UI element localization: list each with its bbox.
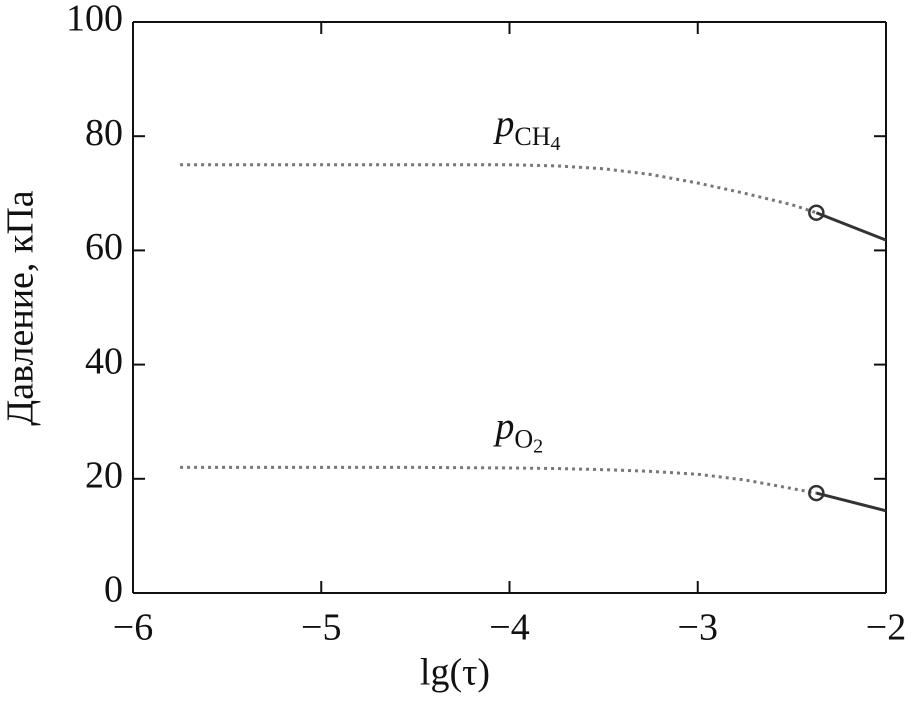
x-tick-label: −2 xyxy=(866,607,906,649)
series-symbol: p xyxy=(492,102,514,144)
y-tick-label: 60 xyxy=(85,226,123,268)
data-line xyxy=(180,465,817,495)
data-line xyxy=(815,211,887,242)
series-subsubscript: 4 xyxy=(551,132,561,154)
series-label: pO2 xyxy=(492,405,543,457)
y-axis-label: Давление, кПа xyxy=(0,190,42,426)
series-subscript: CH xyxy=(514,122,550,151)
data-line xyxy=(180,163,817,215)
series-subsubscript: 2 xyxy=(533,435,543,457)
y-tick-label: 100 xyxy=(66,0,123,40)
marker xyxy=(808,484,825,502)
x-tick-label: −4 xyxy=(489,607,529,649)
series-subscript: O xyxy=(514,424,533,453)
y-tick-label: 0 xyxy=(104,569,123,611)
x-tick-label: −5 xyxy=(301,607,341,649)
x-tick-label: −6 xyxy=(113,607,153,649)
axes-frame xyxy=(132,21,887,594)
x-tick-label: −3 xyxy=(678,607,718,649)
y-tick-label: 40 xyxy=(85,340,123,382)
marker xyxy=(808,204,825,221)
data-line xyxy=(815,491,887,513)
y-tick-label: 20 xyxy=(85,455,123,497)
series-symbol: p xyxy=(492,405,514,447)
x-axis-label: lg(τ) xyxy=(420,652,490,694)
y-tick-label: 80 xyxy=(85,112,123,154)
series-label: pCH4 xyxy=(492,102,560,154)
